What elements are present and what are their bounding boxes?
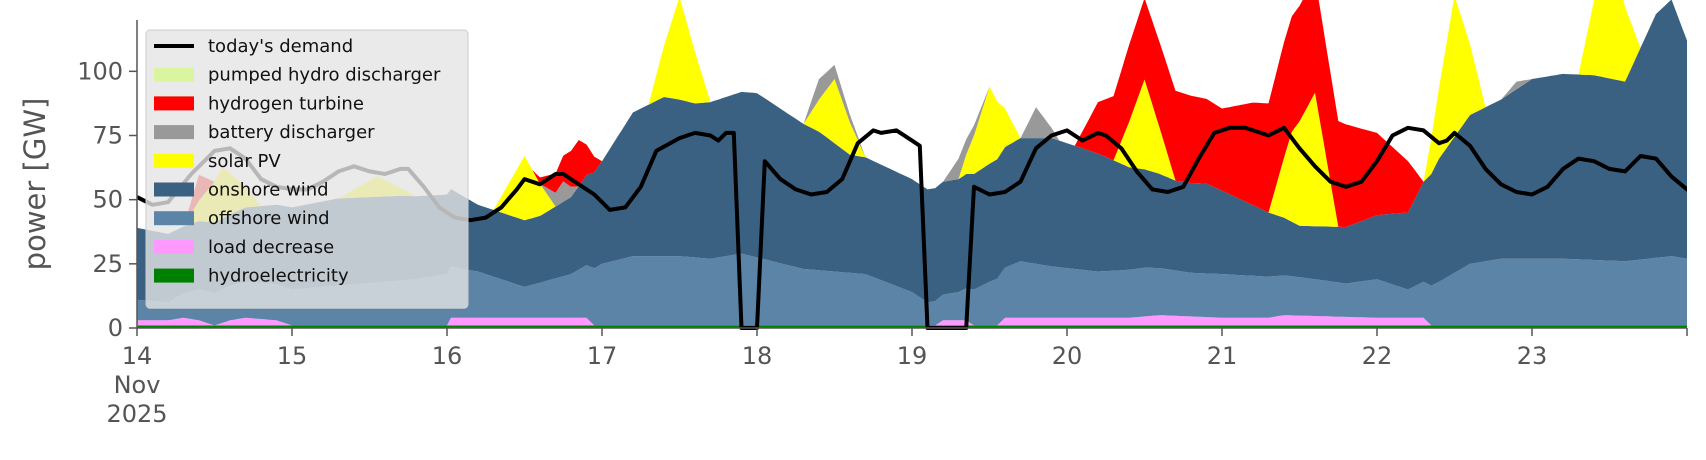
- x-tick-label: 14 Nov 2025: [106, 342, 167, 428]
- legend-label-today-s-demand: today's demand: [208, 36, 353, 57]
- area-onshore-wind: [137, 0, 1687, 303]
- stacked-areas: [137, 0, 1687, 328]
- area-load-decrease: [137, 315, 1687, 326]
- legend-swatch-battery-discharger: [154, 125, 194, 140]
- x-tick-label: 20: [1052, 342, 1083, 370]
- legend-label-solar-pv: solar PV: [208, 151, 281, 172]
- legend-swatch-pumped-hydro-discharger: [154, 67, 194, 82]
- area-hydrogen-turbine: [137, 0, 1687, 234]
- legend-label-load-decrease: load decrease: [208, 237, 334, 258]
- axes: 0 25 50 75 100 14 Nov 2025 15 16 17 18 19 20 21 22 23: [77, 20, 1688, 428]
- legend-swatch-load-decrease: [154, 239, 194, 254]
- x-tick-label: 22: [1362, 342, 1393, 370]
- y-tick-label: 25: [92, 250, 123, 278]
- x-tick-label: 15: [277, 342, 308, 370]
- x-tick-label: 23: [1517, 342, 1548, 370]
- x-tick-label: 17: [587, 342, 618, 370]
- legend-swatch-solar-pv: [154, 153, 194, 168]
- y-tick-label: 50: [92, 186, 123, 214]
- legend-swatch-hydroelectricity: [154, 268, 194, 283]
- legend-box: [145, 29, 469, 309]
- area-solar-pv: [137, 0, 1687, 234]
- x-tick-label: 18: [742, 342, 773, 370]
- x-tick-label: 19: [897, 342, 928, 370]
- legend-label-hydroelectricity: hydroelectricity: [208, 266, 349, 287]
- legend-label-hydrogen-turbine: hydrogen turbine: [208, 93, 364, 114]
- legend: today's demand pumped hydro discharger hyd…: [145, 29, 469, 309]
- y-axis-label: power [GW]: [18, 98, 52, 271]
- legend-label-battery-discharger: battery discharger: [208, 122, 375, 143]
- legend-swatch-hydrogen-turbine: [154, 96, 194, 111]
- legend-label-onshore-wind: onshore wind: [208, 180, 329, 201]
- y-tick-label: 100: [77, 57, 123, 85]
- y-tick-label: 75: [92, 122, 123, 150]
- legend-label-pumped-hydro-discharger: pumped hydro discharger: [208, 65, 441, 86]
- legend-label-offshore-wind: offshore wind: [208, 208, 330, 229]
- area-offshore-wind: [137, 253, 1687, 326]
- x-tick-label: 21: [1207, 342, 1238, 370]
- legend-swatch-onshore-wind: [154, 182, 194, 197]
- legend-swatch-offshore-wind: [154, 211, 194, 226]
- y-tick-label: 0: [108, 314, 123, 342]
- x-tick-label: 16: [432, 342, 463, 370]
